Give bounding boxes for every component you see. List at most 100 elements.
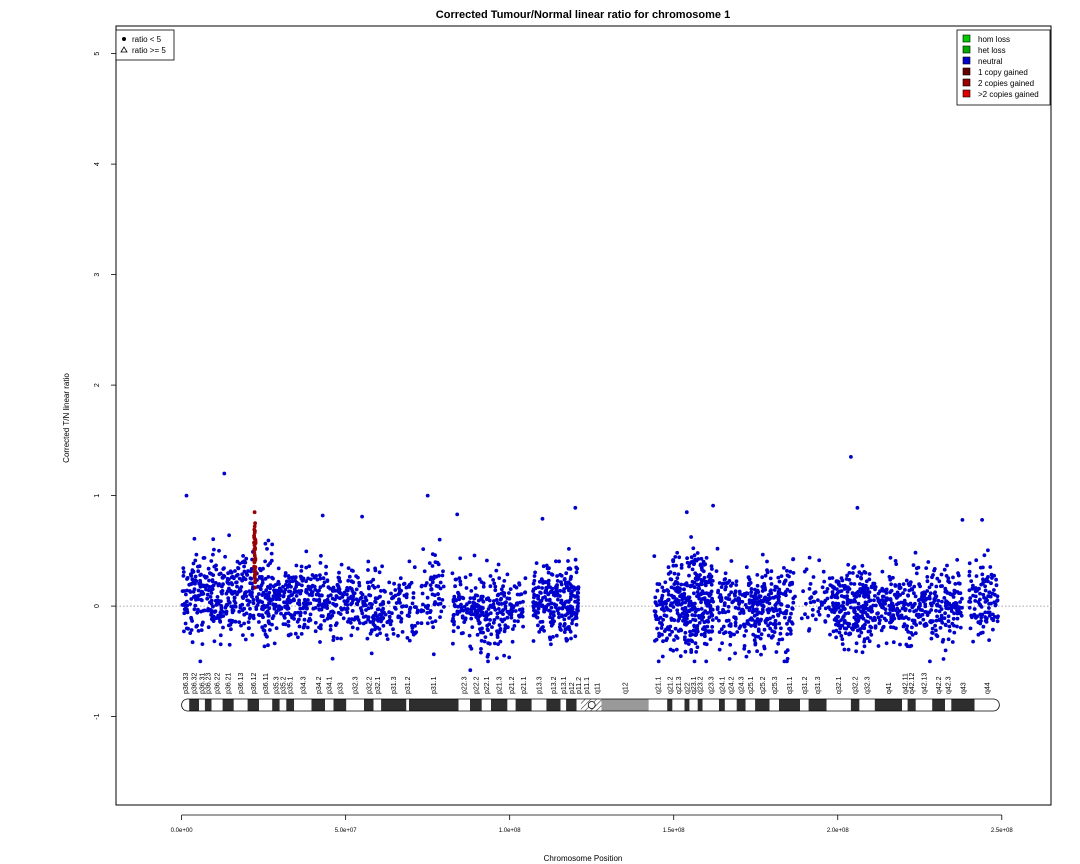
band-q25.2 bbox=[755, 699, 770, 711]
data-point bbox=[196, 607, 200, 612]
band-labels: p36.33 p36.32 p36.31 p36.23 p36.22 p36.21 p36.… bbox=[183, 672, 992, 694]
data-point bbox=[981, 592, 986, 597]
data-point bbox=[969, 579, 974, 583]
data-point bbox=[488, 611, 493, 616]
data-point bbox=[970, 615, 974, 620]
data-point bbox=[743, 603, 748, 607]
data-point bbox=[801, 589, 805, 594]
data-point bbox=[865, 586, 870, 591]
data-point bbox=[538, 599, 543, 604]
data-point bbox=[906, 630, 911, 634]
data-point bbox=[243, 590, 248, 595]
data-point bbox=[299, 564, 304, 569]
data-point bbox=[762, 627, 767, 632]
band-q23.1 bbox=[689, 699, 698, 711]
data-point bbox=[934, 628, 938, 633]
data-point bbox=[531, 605, 536, 610]
data-point bbox=[671, 648, 676, 653]
data-point bbox=[868, 598, 873, 603]
data-point bbox=[888, 598, 893, 602]
data-point bbox=[958, 611, 962, 616]
data-point bbox=[855, 624, 860, 628]
data-point bbox=[947, 591, 952, 596]
legend-swatch bbox=[962, 34, 971, 43]
data-point bbox=[307, 593, 312, 597]
data-point bbox=[369, 651, 374, 656]
data-point bbox=[452, 622, 456, 627]
data-point bbox=[436, 562, 441, 567]
data-point bbox=[191, 561, 196, 566]
data-point bbox=[755, 602, 760, 607]
legend-label: 1 copy gained bbox=[978, 68, 1028, 77]
ideogram-outline bbox=[181, 698, 1000, 712]
data-point bbox=[198, 578, 203, 583]
data-point bbox=[222, 471, 227, 476]
data-point bbox=[717, 630, 722, 634]
data-point bbox=[453, 584, 457, 589]
data-point bbox=[672, 571, 677, 576]
data-point bbox=[564, 571, 569, 576]
data-point bbox=[322, 580, 327, 585]
data-point bbox=[394, 601, 399, 605]
x-tick-label: 5.0e+07 bbox=[335, 828, 358, 834]
data-point bbox=[562, 624, 566, 628]
data-point bbox=[791, 571, 796, 575]
data-point bbox=[354, 587, 359, 592]
legend-label: het loss bbox=[978, 46, 1006, 55]
data-point bbox=[544, 587, 549, 591]
data-point bbox=[235, 584, 239, 589]
data-point bbox=[289, 575, 294, 580]
data-point bbox=[846, 647, 851, 652]
data-point bbox=[660, 593, 665, 598]
data-point bbox=[673, 599, 677, 604]
data-point bbox=[500, 619, 505, 624]
data-point bbox=[497, 623, 502, 627]
data-point bbox=[736, 596, 741, 601]
data-point bbox=[953, 582, 958, 586]
data-point bbox=[811, 575, 816, 579]
data-point bbox=[455, 609, 460, 614]
data-point bbox=[252, 540, 256, 545]
data-point bbox=[296, 635, 300, 640]
data-point bbox=[876, 644, 881, 648]
data-point bbox=[271, 584, 276, 589]
data-point bbox=[411, 595, 416, 600]
data-point bbox=[659, 607, 664, 611]
data-point bbox=[733, 651, 737, 656]
data-point bbox=[458, 582, 463, 587]
data-point bbox=[747, 649, 751, 654]
data-point bbox=[699, 578, 704, 582]
band-label: q21.3 bbox=[676, 676, 683, 694]
data-point bbox=[950, 640, 955, 644]
data-point bbox=[262, 628, 267, 633]
band-label: q23.3 bbox=[708, 676, 715, 694]
band-label: p22.3 bbox=[462, 676, 469, 694]
data-point bbox=[692, 605, 697, 609]
data-point bbox=[497, 576, 502, 580]
data-point bbox=[657, 631, 661, 636]
data-point bbox=[383, 612, 388, 617]
data-point bbox=[478, 620, 482, 625]
data-point bbox=[468, 596, 473, 600]
data-point bbox=[268, 583, 273, 588]
data-point bbox=[450, 571, 455, 576]
data-point bbox=[880, 603, 885, 608]
data-point bbox=[340, 607, 344, 612]
data-point bbox=[503, 604, 508, 608]
band-label: p32.2 bbox=[366, 676, 373, 694]
data-point bbox=[433, 560, 438, 564]
data-point bbox=[868, 616, 873, 620]
data-point bbox=[834, 635, 838, 640]
legend-swatch bbox=[962, 89, 971, 98]
data-point bbox=[294, 594, 299, 598]
data-point bbox=[269, 558, 274, 563]
data-point bbox=[714, 569, 719, 573]
data-point bbox=[377, 570, 382, 575]
data-point bbox=[490, 605, 494, 609]
data-point bbox=[239, 585, 244, 589]
data-point bbox=[481, 599, 486, 604]
data-point bbox=[944, 606, 949, 610]
data-point bbox=[679, 563, 684, 567]
data-point bbox=[975, 588, 979, 593]
data-point bbox=[777, 579, 782, 584]
